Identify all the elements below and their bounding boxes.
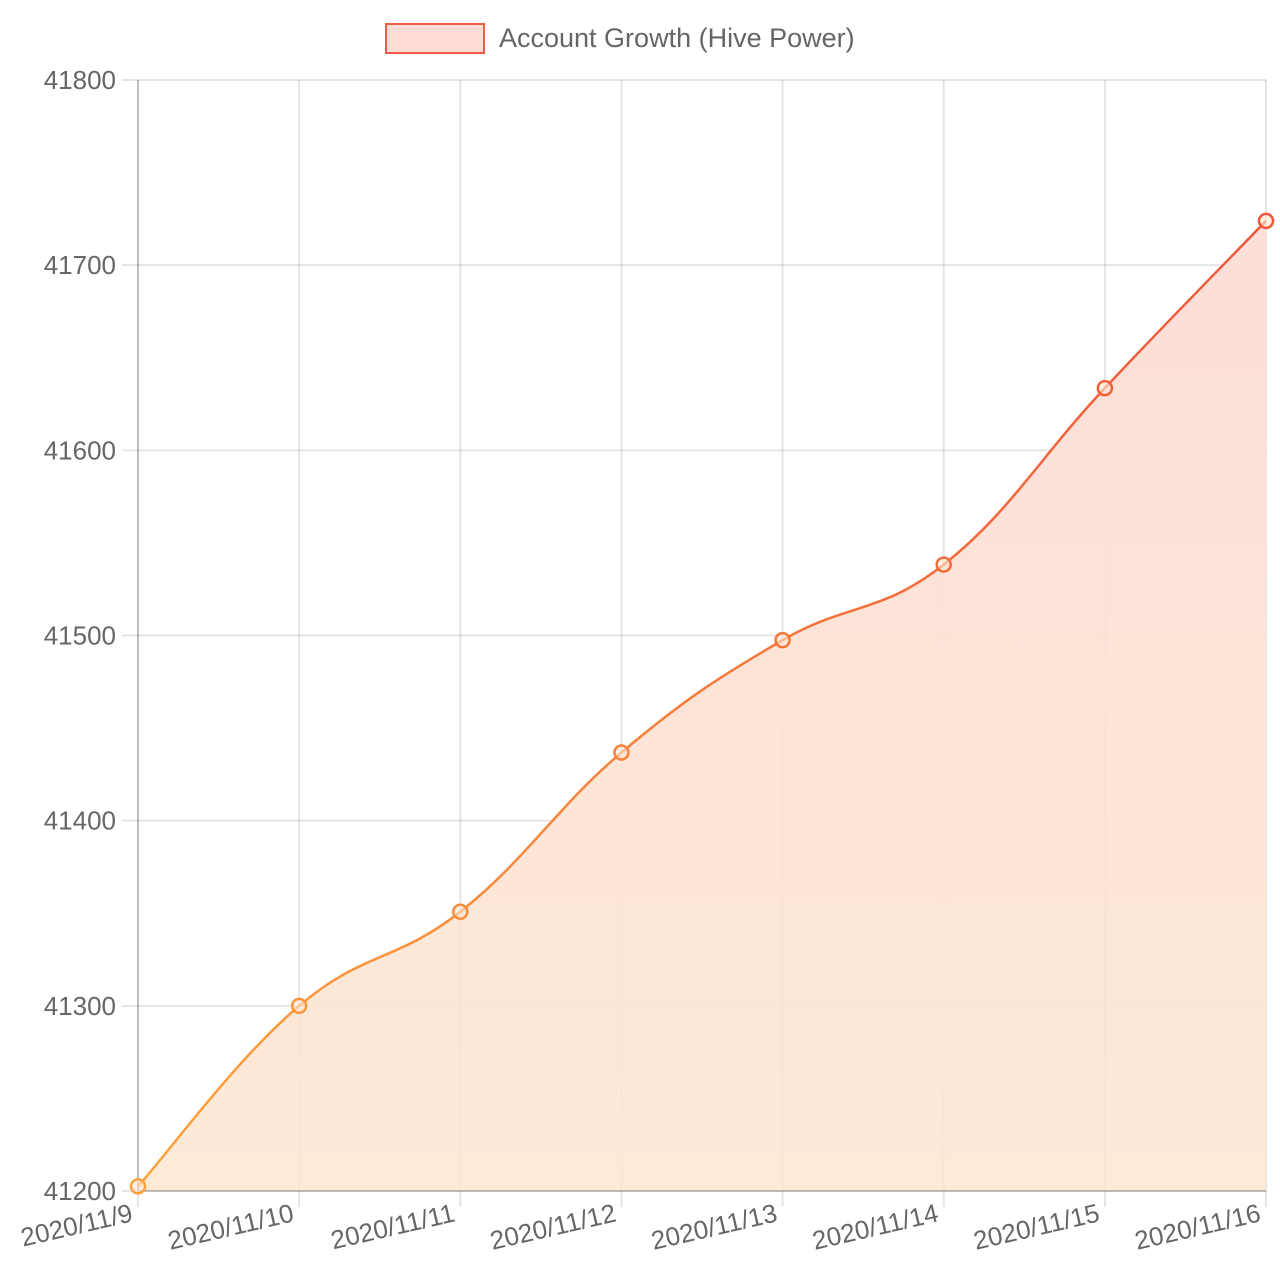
x-tick-label: 2020/11/11	[328, 1198, 458, 1256]
x-axis-ticks: 2020/11/9 2020/11/10 2020/11/11 2020/11/12 2…	[18, 1198, 1264, 1256]
x-tick-label: 2020/11/14	[809, 1198, 941, 1256]
x-tick-label: 2020/11/15	[971, 1198, 1103, 1256]
y-tick-label: 41600	[44, 435, 116, 465]
y-tick-label: 41400	[44, 806, 116, 836]
series-path	[137, 220, 1267, 1188]
y-tick-label: 41700	[44, 250, 116, 280]
y-tick-label: 41800	[44, 65, 116, 95]
data-point[interactable]	[1096, 379, 1114, 397]
x-tick-label: 2020/11/10	[165, 1198, 297, 1256]
data-point[interactable]	[935, 556, 952, 573]
area-shape	[138, 220, 1266, 1191]
data-point[interactable]	[774, 631, 791, 649]
data-point[interactable]	[1257, 212, 1275, 230]
y-tick-label: 41300	[44, 991, 116, 1021]
y-tick-label: 41200	[44, 1176, 116, 1206]
y-axis-ticks: 41800 41700 41600 41500 41400 41300 41200	[44, 65, 116, 1206]
legend[interactable]: Account Growth (Hive Power)	[385, 23, 855, 54]
x-tick-label: 2020/11/12	[487, 1198, 619, 1256]
data-point[interactable]	[129, 1178, 147, 1195]
data-points	[129, 212, 1275, 1195]
data-point[interactable]	[290, 997, 308, 1015]
x-tick-label: 2020/11/16	[1132, 1198, 1264, 1256]
series-line	[137, 220, 1267, 1188]
legend-label: Account Growth (Hive Power)	[499, 23, 855, 53]
x-tick-label: 2020/11/13	[648, 1198, 780, 1256]
data-point[interactable]	[613, 744, 630, 761]
axes	[137, 80, 1266, 1192]
area-fill	[138, 220, 1266, 1191]
data-point[interactable]	[452, 903, 469, 921]
legend-swatch	[385, 23, 485, 54]
y-tick-label: 41500	[44, 621, 116, 651]
